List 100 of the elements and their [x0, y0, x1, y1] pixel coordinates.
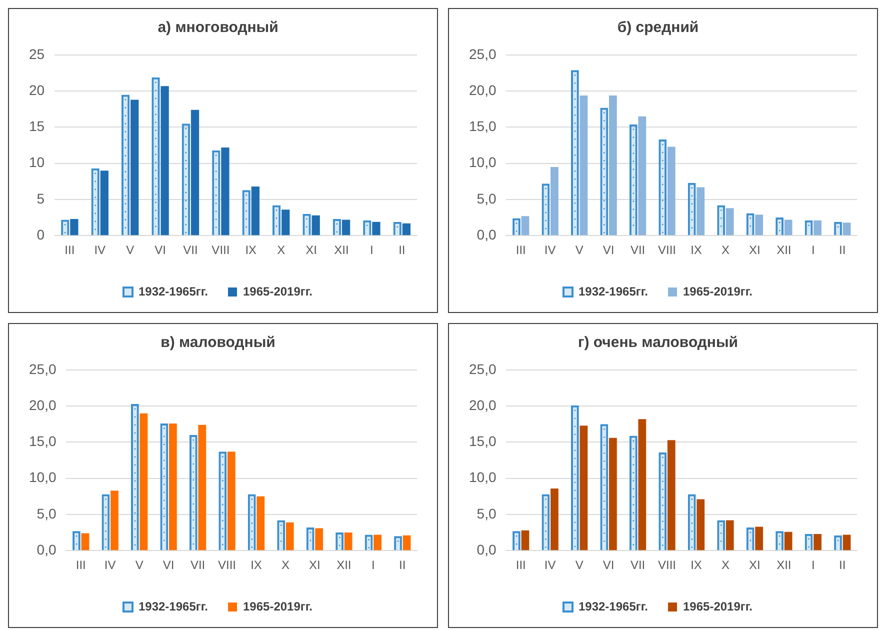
x-tick-label: VII	[630, 243, 646, 258]
x-tick-label: XI	[749, 243, 760, 258]
bar	[658, 140, 667, 236]
bar	[121, 94, 130, 236]
legend-label: 1932-1965гг.	[138, 599, 208, 614]
x-tick-label: II	[839, 243, 846, 258]
bar	[110, 490, 118, 550]
x-tick-label: VIII	[658, 243, 676, 258]
x-tick-label: V	[575, 243, 584, 258]
bar	[784, 532, 792, 550]
bar	[102, 494, 110, 550]
bar	[286, 522, 294, 550]
y-tick-label: 20	[28, 82, 45, 98]
bar	[696, 499, 705, 550]
x-tick-label: VIII	[212, 243, 230, 258]
x-tick-label: IV	[94, 243, 106, 258]
y-tick-label: 15,0	[469, 118, 496, 134]
legend-label: 1965-2019гг.	[683, 599, 753, 614]
x-tick-label: I	[811, 243, 815, 258]
y-tick-label: 5,0	[476, 505, 496, 522]
bar	[842, 222, 851, 236]
y-tick-label: 25,0	[29, 360, 56, 377]
bar	[542, 494, 550, 550]
x-tick-label: III	[76, 558, 86, 572]
x-tick-label: XI	[309, 558, 320, 572]
x-tick-label: IV	[104, 558, 116, 572]
bar	[218, 452, 227, 550]
bar	[667, 146, 676, 236]
x-tick-label: II	[839, 558, 846, 572]
bar	[91, 168, 100, 236]
bar	[550, 166, 558, 236]
bar	[221, 147, 230, 236]
x-tick-label: II	[398, 243, 406, 258]
y-tick-label: 10,0	[29, 469, 56, 486]
y-tick-label: 0	[36, 226, 45, 242]
y-tick-label: 15,0	[469, 433, 496, 450]
x-tick-label: VIII	[218, 558, 236, 572]
bar	[312, 215, 320, 236]
x-tick-label: V	[135, 558, 144, 572]
x-tick-label: VI	[602, 558, 614, 572]
bar	[212, 150, 220, 236]
bar	[688, 494, 696, 550]
bar	[190, 110, 200, 236]
bar	[160, 86, 169, 236]
legend-label: 1932-1965гг.	[138, 284, 208, 298]
y-tick-label: 10	[28, 154, 45, 170]
legend-label: 1965-2019гг.	[243, 284, 313, 298]
bar	[394, 536, 402, 550]
bar	[344, 532, 352, 550]
y-tick-label: 15	[28, 118, 45, 134]
bar	[521, 216, 530, 236]
bar	[336, 532, 344, 550]
y-tick-label: 5	[36, 190, 45, 206]
bar	[332, 218, 342, 236]
bar	[746, 527, 754, 550]
bar	[638, 116, 646, 236]
x-tick-label: XII	[776, 558, 792, 572]
y-tick-label: 5,0	[36, 505, 56, 522]
bar	[814, 220, 822, 236]
x-tick-label: I	[370, 243, 374, 258]
bar	[842, 534, 851, 550]
bar	[834, 222, 842, 236]
bar	[81, 533, 90, 550]
bar	[168, 423, 177, 550]
x-tick-label: XII	[334, 243, 349, 258]
bar	[776, 531, 784, 550]
x-tick-label: XI	[749, 558, 760, 572]
x-tick-label: VI	[154, 243, 166, 258]
bar	[277, 520, 286, 550]
bar	[580, 426, 588, 550]
bar	[227, 452, 236, 550]
bar	[696, 187, 705, 236]
bar	[372, 222, 380, 236]
bar	[306, 527, 314, 550]
x-tick-label: III	[516, 558, 526, 572]
bar	[717, 205, 726, 236]
bar	[242, 190, 250, 236]
bar	[198, 424, 206, 550]
y-tick-label: 5,0	[476, 190, 496, 206]
bar	[152, 77, 160, 236]
bar	[834, 535, 842, 550]
x-tick-label: X	[277, 243, 286, 258]
x-tick-label: VIII	[658, 558, 676, 572]
x-tick-label: IX	[690, 558, 702, 572]
bar	[402, 535, 411, 550]
bar	[726, 208, 734, 236]
bar	[248, 494, 256, 550]
x-tick-label: IX	[245, 243, 257, 258]
bar	[600, 108, 608, 236]
x-tick-label: IX	[690, 243, 702, 258]
bar	[600, 424, 608, 550]
y-tick-label: 20,0	[29, 396, 56, 413]
bar	[755, 526, 764, 550]
bar	[72, 531, 80, 550]
bar	[61, 220, 70, 236]
bar	[784, 220, 792, 236]
x-tick-label: XII	[336, 558, 352, 572]
bar	[658, 452, 667, 550]
x-tick-label: XI	[306, 243, 317, 258]
y-tick-label: 25,0	[469, 360, 496, 377]
